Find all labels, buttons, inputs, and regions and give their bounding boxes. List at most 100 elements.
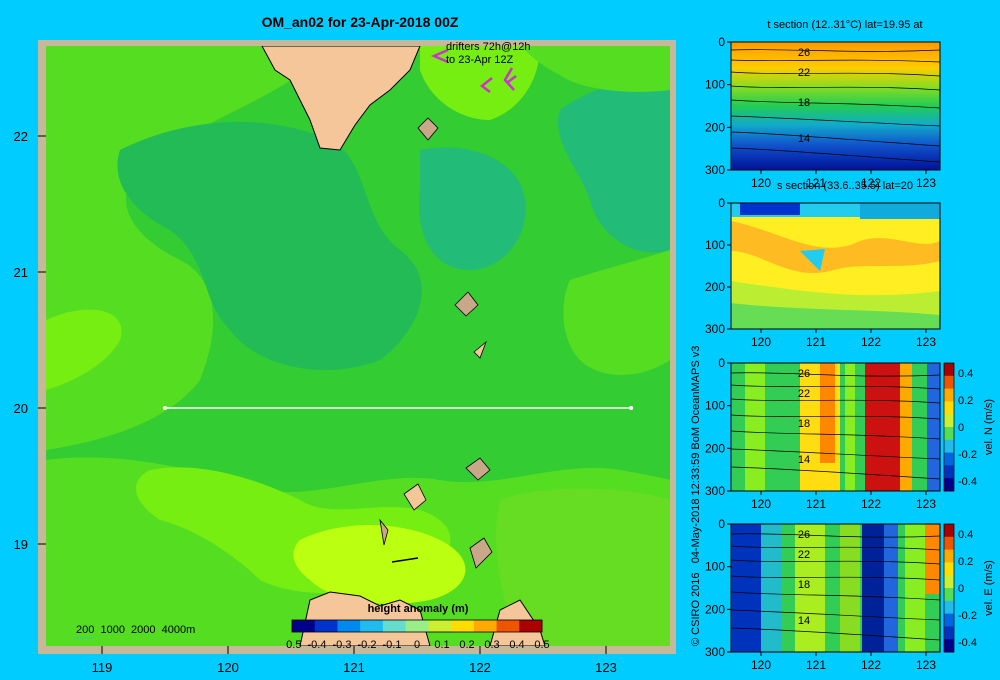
depth-tick-label: 100 [705,560,725,574]
depth-tick-label: 300 [705,163,725,177]
depth-tick-label: 100 [705,399,725,413]
latitude-tick-label: 21 [14,265,28,280]
depth-tick-label: 0 [718,356,725,370]
velocity-colorbar-label: 0 [958,583,964,595]
contour-label: 22 [798,67,810,79]
lon-tick-label: 123 [916,658,936,672]
velocity-colorbar-label: 0.4 [958,529,973,541]
contour-label: 14 [798,615,810,627]
velocity-colorbar-label: -0.2 [958,610,977,622]
depth-tick-label: 200 [705,441,725,455]
colorbar-tick-label: 0.4 [509,639,524,651]
depth-tick-label: 100 [705,78,725,92]
latitude-tick-label: 20 [14,401,28,416]
latitude-tick-label: 22 [14,129,28,144]
latitude-ticks: 22 21 20 19 [14,129,46,552]
ve-section-plot: 0 100 200 300 120 121 122 123 26 22 18 14 0.4 0.2 0 -… [705,517,995,672]
lon-tick-label: 121 [806,497,826,511]
contour-label: 22 [798,549,810,561]
colorbar-tick-label: 0.5 [534,639,549,651]
drifters-label-line2: to 23-Apr 12Z [446,54,514,66]
lon-tick-label: 123 [916,497,936,511]
t-section-plot: 0 100 200 300 120 121 122 123 26 22 18 14 [705,35,941,190]
land-island [379,518,389,546]
depth-tick-label: 0 [718,196,725,210]
lon-tick-label: 122 [861,658,881,672]
velocity-colorbar-label: 0 [958,422,964,434]
lon-tick-label: 123 [916,335,936,349]
land-island [454,291,479,317]
depth-tick-label: 300 [705,322,725,336]
contour-label: 18 [798,579,810,591]
depth-tick-label: 100 [705,238,725,252]
lon-tick-label: 122 [861,176,881,190]
map-title: OM_an02 for 23-Apr-2018 00Z [261,14,459,30]
depth-tick-label: 200 [705,602,725,616]
section-track-start [163,406,167,410]
depth-tick-label: 0 [718,517,725,531]
colorbar-tick-label: 0.1 [434,639,449,651]
contour-label: 14 [798,133,810,145]
velocity-colorbar-label: 0.2 [958,556,973,568]
lon-tick-label: 122 [861,497,881,511]
land-taiwan [261,46,421,151]
land-luzon [299,591,431,646]
land-island [403,483,427,511]
longitude-tick-label: 120 [217,660,239,675]
lon-tick-label: 120 [751,176,771,190]
lon-tick-label: 120 [751,497,771,511]
land-island [417,117,439,141]
contour-label: 26 [798,368,810,380]
contour-label: 26 [798,47,810,59]
colorbar-tick-label: -0.2 [358,639,377,651]
lon-tick-label: 120 [751,658,771,672]
drifters-label: drifters 72h@12h to 23-Apr 12Z [446,41,531,67]
vn-section-plot: 0 100 200 300 120 121 122 123 26 22 18 14 0.4 0.2 0 -… [705,356,995,511]
lon-tick-label: 121 [806,176,826,190]
lon-tick-label: 122 [861,335,881,349]
velocity-colorbar-label: -0.4 [958,476,977,488]
lon-tick-label: 120 [751,335,771,349]
velocity-colorbar-title: vel. E (m/s) [983,560,995,616]
depth-tick-label: 300 [705,484,725,498]
longitude-tick-label: 122 [469,660,491,675]
contour-label: 22 [798,388,810,400]
colorbar-tick-label: -0.5 [286,639,301,651]
colorbar-tick-label: -0.3 [333,639,352,651]
latitude-tick-label: 19 [14,537,28,552]
colorbar-tick-label: 0 [414,639,420,651]
depth-tick-label: 200 [705,120,725,134]
contour-label: 26 [798,529,810,541]
contour-label: 14 [798,454,810,466]
depth-legend: 200 1000 2000 4000m [76,624,196,636]
height-anomaly-map: 22 21 20 19 119 120 121 122 123 [14,40,676,675]
longitude-tick-label: 119 [92,660,113,675]
colorbar-title: height anomaly (m) [367,603,469,615]
section-track [163,406,634,410]
height-anomaly-colorbar: -0.5 -0.4 -0.3 -0.2 -0.1 0 0.1 0.2 0.3 0.4 0.5 [286,619,550,651]
velocity-colorbar-title: vel. N (m/s) [983,399,995,455]
velocity-colorbar-label: 0.4 [958,368,973,380]
colorbar-tick-label: 0.2 [459,639,474,651]
section-track-end [629,406,634,410]
longitude-tick-label: 123 [595,660,617,675]
velocity-colorbar-label: -0.4 [958,637,977,649]
velocity-colorbar-label: 0.2 [958,395,973,407]
colorbar-tick-label: -0.4 [308,639,327,651]
land-island [473,340,487,359]
colorbar-tick-label: 0.3 [484,639,499,651]
map-field [46,46,670,646]
lon-tick-label: 121 [806,335,826,349]
depth-tick-label: 0 [718,35,725,49]
lon-tick-label: 123 [916,176,936,190]
velocity-colorbar-label: -0.2 [958,449,977,461]
lon-tick-label: 121 [806,658,826,672]
s-section-plot: 0 100 200 300 120 121 122 123 [705,196,941,349]
land-island [465,457,491,481]
drifters-label-line1: drifters 72h@12h [446,41,531,53]
land-island [469,537,493,569]
t-section-title: t section (12..31°C) lat=19.95 at [767,19,923,31]
longitude-tick-label: 121 [343,660,365,675]
contour-label: 18 [798,418,810,430]
longitude-ticks: 119 120 121 122 123 [92,646,617,675]
